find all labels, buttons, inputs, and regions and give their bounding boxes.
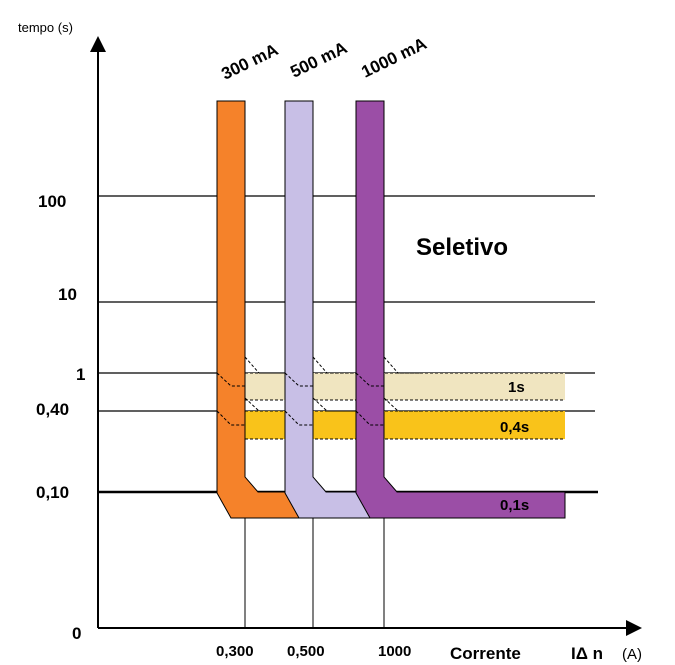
x-tick-label: 0,300 xyxy=(216,643,254,660)
y-tick-label: 0,10 xyxy=(36,483,69,502)
x-tick-labels: 0,300 0,500 1000 xyxy=(216,643,411,660)
x-drop-lines xyxy=(244,518,385,628)
series-labels: 300 mA 500 mA 1000 mA xyxy=(218,34,429,84)
x-tick-label: 0,500 xyxy=(287,643,325,660)
transition-mark xyxy=(244,397,285,412)
transition-mark xyxy=(312,356,356,374)
y-tick-label: 0,40 xyxy=(36,400,69,419)
transition-mark xyxy=(355,372,384,387)
series-label-500ma: 500 mA xyxy=(287,38,350,82)
y-axis-title: tempo (s) xyxy=(18,20,73,35)
transition-mark xyxy=(355,410,384,426)
transition-mark xyxy=(284,372,313,387)
band-label-04s: 0,4s xyxy=(500,419,529,436)
band-label-1s: 1s xyxy=(508,379,525,396)
transition-mark xyxy=(383,397,420,412)
x-axis-unit: (A) xyxy=(622,646,642,663)
y-tick-label: 1 xyxy=(76,365,85,384)
x-axis-symbol: IΔ n xyxy=(571,644,603,663)
transition-marks xyxy=(216,356,420,426)
grid-lines xyxy=(98,195,598,494)
x-axis-title: Corrente xyxy=(450,644,521,663)
transition-mark xyxy=(383,356,420,374)
transition-mark xyxy=(216,410,245,426)
series-label-1000ma: 1000 mA xyxy=(358,34,429,82)
transition-mark xyxy=(244,356,285,374)
transition-mark xyxy=(216,372,245,387)
annotation-seletivo: Seletivo xyxy=(416,234,508,261)
curve-1000ma-shape xyxy=(355,100,566,519)
y-tick-label: 10 xyxy=(58,285,77,304)
x-axis-title-group: Corrente IΔ n (A) xyxy=(450,644,642,663)
curve-1000ma xyxy=(355,100,566,519)
x-tick-label: 1000 xyxy=(378,643,411,660)
y-tick-label: 100 xyxy=(38,192,66,211)
band-label-01s: 0,1s xyxy=(500,497,529,514)
transition-mark xyxy=(284,410,313,426)
band-labels: 1s 0,4s 0,1s xyxy=(500,379,529,514)
y-tick-label: 0 xyxy=(72,624,81,643)
series-label-300ma: 300 mA xyxy=(218,40,281,84)
transition-mark xyxy=(312,397,356,412)
y-tick-labels: 100 10 1 0,40 0,10 0 xyxy=(36,192,85,643)
